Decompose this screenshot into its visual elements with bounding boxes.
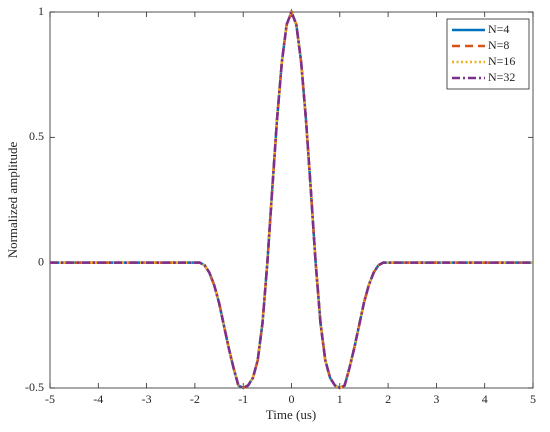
- line-series: [50, 8, 533, 390]
- y-tick-label: 0.5: [29, 129, 44, 143]
- x-tick-label: 3: [433, 392, 439, 406]
- legend-label: N=32: [488, 70, 515, 84]
- y-tick-label: 1: [38, 4, 44, 18]
- x-tick-label: 5: [530, 392, 536, 406]
- x-tick-label: -5: [45, 392, 55, 406]
- x-tick-label: 0: [289, 392, 295, 406]
- x-tick-label: -2: [190, 392, 200, 406]
- x-tick-label: -4: [93, 392, 103, 406]
- legend-label: N=16: [488, 54, 515, 68]
- x-tick-label: 2: [385, 392, 391, 406]
- x-axis-label: Time (us): [266, 407, 316, 422]
- x-tick-label: 4: [482, 392, 488, 406]
- x-tick-label: 1: [337, 392, 343, 406]
- legend-box: [446, 18, 530, 90]
- y-tick-label: 0: [38, 254, 44, 268]
- x-tick-label: -3: [142, 392, 152, 406]
- x-tick-label: -1: [238, 392, 248, 406]
- legend-label: N=4: [488, 22, 509, 36]
- legend-label: N=8: [488, 38, 509, 52]
- y-tick-label: -0.5: [25, 380, 44, 394]
- y-axis-label: Normalized amplitude: [5, 141, 20, 258]
